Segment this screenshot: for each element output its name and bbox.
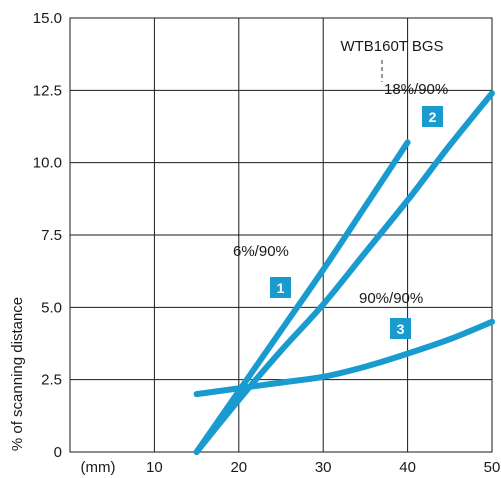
x-tick-label: 30: [315, 459, 332, 476]
y-tick-label: 10.0: [33, 155, 62, 172]
grid: [69, 17, 493, 453]
device-annotation: WTB160T BGS: [340, 38, 443, 55]
series-3-label: 90%/90%: [359, 290, 423, 307]
svg-text:3: 3: [397, 321, 405, 337]
series-1-badge: 1: [270, 277, 291, 298]
series-1-line: [193, 139, 411, 455]
svg-text:1: 1: [277, 280, 285, 296]
x-tick-label: 50: [484, 459, 501, 476]
y-tick-label: 2.5: [41, 372, 62, 389]
x-axis-unit-label: (mm): [81, 459, 116, 476]
series-2-line: [193, 90, 495, 455]
y-tick-label: 7.5: [41, 227, 62, 244]
series-2-badge: 2: [422, 106, 443, 127]
y-tick-label: 12.5: [33, 82, 62, 99]
x-tick-label: 20: [230, 459, 247, 476]
svg-text:2: 2: [429, 109, 437, 125]
y-tick-label: 0: [54, 444, 62, 461]
series-1-label: 6%/90%: [233, 243, 289, 260]
x-tick-label: 10: [146, 459, 163, 476]
y-axis-label: % of scanning distance: [9, 297, 26, 451]
series-2-label: 18%/90%: [384, 81, 448, 98]
series-3-badge: 3: [390, 318, 411, 339]
tick-labels: 0 2.5 5.0 7.5 10.0 12.5 15.0 10 20 30 40 50: [33, 10, 501, 476]
x-tick-label: 40: [399, 459, 416, 476]
series-3-line: [193, 318, 495, 398]
y-tick-label: 15.0: [33, 10, 62, 27]
y-tick-label: 5.0: [41, 299, 62, 316]
curves: [193, 90, 495, 455]
